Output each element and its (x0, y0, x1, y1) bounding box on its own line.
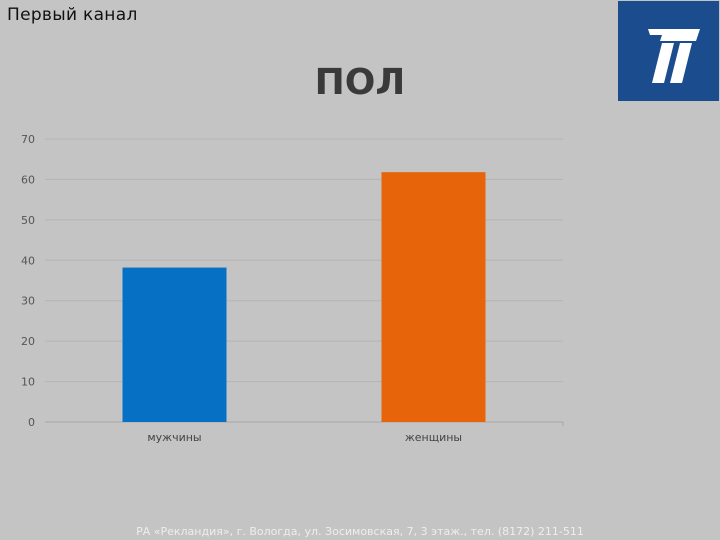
y-tick-label: 0 (28, 416, 35, 429)
y-tick-label: 60 (21, 173, 35, 186)
chart-title: ПОЛ (314, 62, 406, 103)
x-axis-labels: мужчины женщины (147, 431, 462, 444)
x-category-label: женщины (405, 431, 462, 444)
y-tick-label: 10 (21, 376, 35, 389)
bar-women (381, 172, 486, 422)
y-tick-label: 40 (21, 254, 35, 267)
x-category-label: мужчины (147, 431, 201, 444)
y-tick-label: 70 (21, 133, 35, 146)
y-tick-label: 30 (21, 295, 35, 308)
y-tick-label: 20 (21, 335, 35, 348)
chart-bars (122, 172, 486, 422)
y-tick-label: 50 (21, 214, 35, 227)
channel-one-logo-icon (648, 29, 700, 83)
footer-contact: РА «Рекландия», г. Вологда, ул. Зосимовс… (136, 525, 584, 538)
y-axis-ticks: 0 10 20 30 40 50 60 70 (21, 133, 35, 429)
channel-name: Первый канал (7, 5, 138, 25)
bar-men (122, 267, 227, 422)
channel-one-logo (618, 1, 719, 101)
